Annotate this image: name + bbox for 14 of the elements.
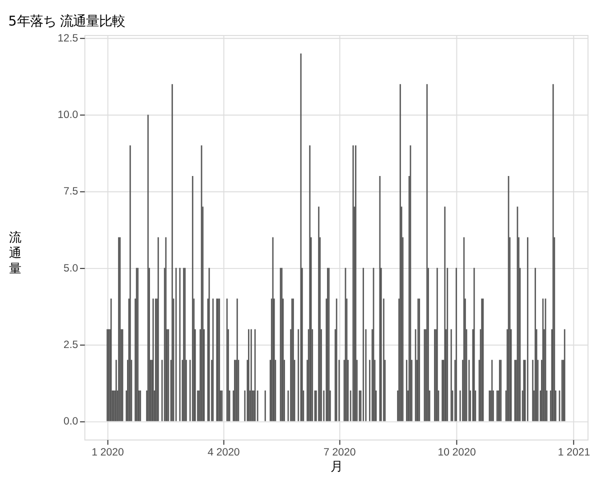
x-axis-title: 月: [330, 460, 342, 474]
y-tick-label: 12.5: [58, 32, 78, 44]
x-tick-label: 1 2021: [558, 446, 590, 458]
x-tick-label: 1 2020: [92, 446, 124, 458]
x-tick-label: 4 2020: [208, 446, 240, 458]
y-axis-title: 流通量: [9, 230, 22, 276]
y-tick-label: 5.0: [63, 262, 78, 274]
y-tick-label: 0.0: [63, 415, 78, 428]
y-tick-label: 10.0: [58, 109, 78, 122]
x-tick-label: 7 2020: [323, 446, 356, 458]
chart-title: 5年落ち 流通量比較: [8, 14, 126, 30]
y-tick-label: 7.5: [63, 186, 78, 198]
x-tick-label: 10 2020: [438, 446, 476, 458]
y-tick-label: 2.5: [63, 338, 78, 351]
